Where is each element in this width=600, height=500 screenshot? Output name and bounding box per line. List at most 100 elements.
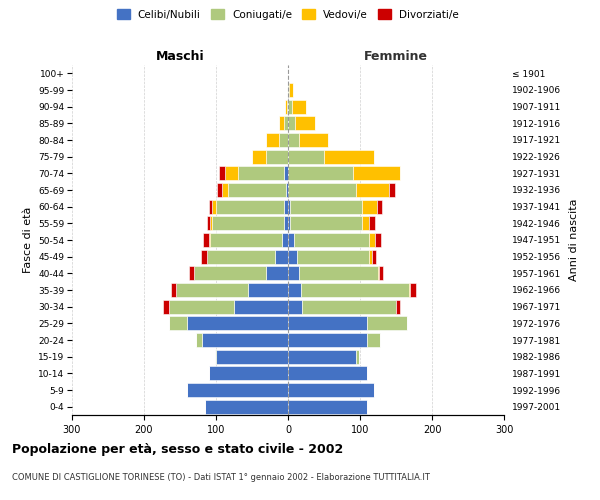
Bar [288, 350, 356, 364]
Bar [288, 333, 367, 347]
Bar [356, 350, 359, 364]
Bar [234, 300, 288, 314]
Legend: Celibi/Nubili, Coniugati/e, Vedovi/e, Divorziati/e: Celibi/Nubili, Coniugati/e, Vedovi/e, Di… [113, 5, 463, 24]
Bar [205, 400, 288, 414]
Bar [370, 233, 375, 247]
Bar [302, 300, 396, 314]
Bar [301, 283, 409, 297]
Bar [187, 383, 288, 397]
Text: COMUNE DI CASTIGLIONE TORINESE (TO) - Dati ISTAT 1° gennaio 2002 - Elaborazione : COMUNE DI CASTIGLIONE TORINESE (TO) - Da… [12, 472, 430, 482]
Bar [176, 283, 248, 297]
Bar [238, 166, 284, 180]
Bar [210, 216, 212, 230]
Bar [266, 266, 288, 280]
Bar [284, 216, 288, 230]
Bar [275, 250, 288, 264]
Bar [296, 250, 368, 264]
Bar [288, 183, 356, 197]
Bar [288, 266, 299, 280]
Bar [288, 133, 299, 147]
Bar [212, 200, 216, 214]
Bar [215, 350, 216, 364]
Bar [216, 200, 284, 214]
Bar [288, 233, 294, 247]
Bar [187, 316, 288, 330]
Bar [362, 200, 377, 214]
Bar [299, 266, 378, 280]
Bar [290, 200, 362, 214]
Bar [196, 333, 202, 347]
Bar [209, 200, 212, 214]
Bar [292, 100, 306, 114]
Bar [206, 216, 210, 230]
Text: Popolazione per età, sesso e stato civile - 2002: Popolazione per età, sesso e stato civil… [12, 442, 343, 456]
Bar [375, 233, 381, 247]
Bar [252, 150, 266, 164]
Bar [228, 183, 286, 197]
Text: Femmine: Femmine [364, 50, 428, 64]
Bar [410, 283, 416, 297]
Bar [212, 216, 284, 230]
Bar [284, 200, 288, 214]
Bar [288, 300, 302, 314]
Bar [288, 100, 292, 114]
Bar [356, 183, 389, 197]
Bar [288, 150, 324, 164]
Bar [389, 183, 395, 197]
Bar [378, 266, 379, 280]
Bar [169, 316, 187, 330]
Bar [282, 233, 288, 247]
Bar [209, 366, 288, 380]
Bar [288, 316, 367, 330]
Bar [353, 166, 400, 180]
Y-axis label: Fasce di età: Fasce di età [23, 207, 32, 273]
Bar [367, 316, 407, 330]
Y-axis label: Anni di nascita: Anni di nascita [569, 198, 579, 281]
Bar [280, 133, 288, 147]
Bar [286, 183, 288, 197]
Bar [288, 216, 290, 230]
Bar [288, 250, 296, 264]
Bar [210, 233, 282, 247]
Bar [169, 300, 234, 314]
Bar [290, 216, 362, 230]
Bar [278, 116, 284, 130]
Bar [266, 133, 280, 147]
Bar [248, 283, 288, 297]
Bar [288, 200, 290, 214]
Bar [409, 283, 410, 297]
Bar [288, 400, 367, 414]
Bar [299, 133, 328, 147]
Bar [284, 116, 288, 130]
Bar [368, 250, 372, 264]
Bar [288, 116, 295, 130]
Bar [224, 166, 238, 180]
Bar [216, 350, 288, 364]
Bar [284, 166, 288, 180]
Bar [203, 233, 209, 247]
Bar [201, 250, 206, 264]
Bar [288, 366, 367, 380]
Bar [362, 216, 370, 230]
Bar [266, 150, 288, 164]
Bar [288, 383, 374, 397]
Bar [396, 300, 400, 314]
Bar [372, 250, 376, 264]
Bar [367, 333, 380, 347]
Bar [324, 150, 374, 164]
Bar [287, 100, 288, 114]
Bar [223, 183, 228, 197]
Bar [194, 266, 266, 280]
Bar [209, 233, 210, 247]
Bar [379, 266, 383, 280]
Bar [288, 283, 301, 297]
Bar [206, 250, 275, 264]
Bar [285, 100, 287, 114]
Bar [288, 83, 289, 97]
Text: Maschi: Maschi [155, 50, 205, 64]
Bar [294, 233, 370, 247]
Bar [289, 83, 293, 97]
Bar [219, 166, 224, 180]
Bar [202, 333, 288, 347]
Bar [295, 116, 316, 130]
